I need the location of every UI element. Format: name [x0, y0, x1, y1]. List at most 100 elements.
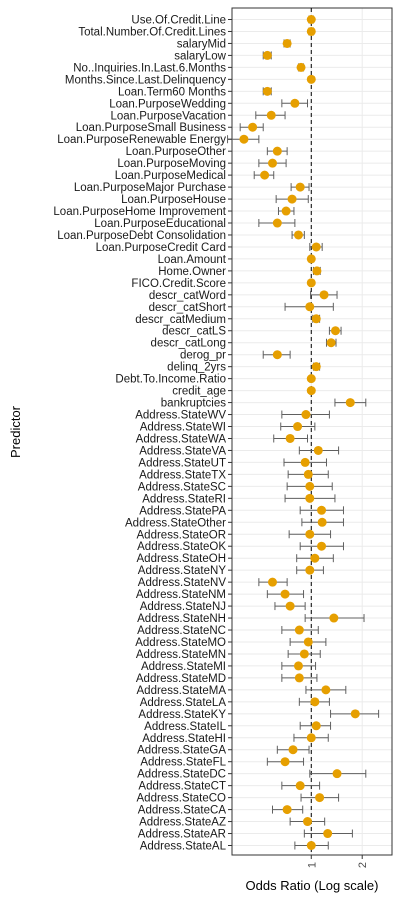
data-point — [296, 62, 306, 72]
data-point — [311, 242, 321, 252]
y-tick-label: Address.StateVA — [139, 445, 226, 457]
data-point — [299, 649, 309, 659]
data-point — [313, 445, 323, 455]
data-point — [332, 769, 342, 779]
y-tick-label: Address.StateNV — [138, 577, 227, 589]
data-point — [294, 673, 304, 683]
y-tick-label: Address.StateMD — [136, 673, 226, 685]
y-tick-label: Loan.PurposeRenewable Energy — [57, 134, 226, 146]
y-tick-label: descr_catLong — [151, 338, 226, 350]
data-point — [305, 493, 315, 503]
data-point — [306, 26, 316, 36]
data-point — [305, 529, 315, 539]
y-tick-label: Address.StateNC — [137, 625, 226, 637]
data-point — [303, 469, 313, 479]
data-point — [330, 326, 340, 336]
y-tick-label: Address.StateAR — [138, 829, 226, 841]
y-tick-label: Loan.PurposeVacation — [110, 110, 226, 122]
data-point — [303, 817, 313, 827]
data-point — [315, 793, 325, 803]
data-point — [285, 433, 295, 443]
data-point — [306, 386, 316, 396]
y-tick-label: Loan.PurposeWedding — [109, 98, 226, 110]
data-point — [272, 218, 282, 228]
y-tick-label: Loan.PurposeHome Improvement — [53, 206, 226, 218]
data-point — [262, 50, 272, 60]
data-point — [310, 553, 320, 563]
data-point — [305, 481, 315, 491]
data-point — [306, 841, 316, 850]
data-point — [280, 757, 290, 767]
data-point — [319, 290, 329, 300]
data-point — [282, 805, 292, 815]
data-point — [262, 86, 272, 96]
data-point — [239, 134, 249, 144]
y-tick-label: Use.Of.Credit.Line — [131, 15, 226, 27]
data-point — [268, 158, 278, 168]
y-tick-label: Address.StateOther — [125, 517, 226, 529]
data-point — [305, 302, 315, 312]
y-tick-label: Months.Since.Last.Delinquency — [65, 74, 226, 86]
data-point — [306, 733, 316, 743]
data-point — [268, 577, 278, 587]
data-point — [301, 410, 311, 420]
data-point — [311, 314, 321, 324]
data-point — [295, 182, 305, 192]
data-point — [300, 457, 310, 467]
y-tick-label: Address.StateCA — [138, 805, 227, 817]
y-tick-label: descr_catMedium — [135, 314, 226, 326]
data-point — [280, 589, 290, 599]
data-point — [285, 601, 295, 611]
data-point — [306, 254, 316, 264]
data-point — [272, 350, 282, 360]
data-point — [306, 74, 316, 84]
data-point — [311, 721, 321, 731]
y-tick-label: Loan.PurposeMoving — [117, 158, 226, 170]
data-point — [248, 122, 258, 132]
y-tick-label: Address.StateNJ — [140, 601, 226, 613]
y-tick-label: salaryLow — [174, 50, 226, 62]
y-tick-label: Address.StateMN — [136, 649, 226, 661]
y-tick-label: FICO.Credit.Score — [131, 278, 226, 290]
y-tick-label: Loan.PurposeMedical — [115, 170, 226, 182]
y-tick-label: Address.StateSC — [138, 481, 226, 493]
y-tick-label: Total.Number.Of.Credit.Lines — [78, 26, 226, 38]
y-tick-label: Address.StateOK — [137, 541, 226, 553]
y-tick-label: Address.StateAZ — [139, 817, 226, 829]
data-point — [310, 697, 320, 707]
y-tick-label: credit_age — [172, 386, 226, 398]
data-point — [323, 829, 333, 839]
y-tick-label: Home.Owner — [158, 266, 226, 278]
data-point — [306, 374, 316, 384]
y-tick-label: Address.StateTX — [139, 469, 226, 481]
data-point — [312, 266, 322, 276]
data-point — [305, 565, 315, 575]
y-tick-label: Address.StateMO — [135, 637, 226, 649]
y-tick-label: Address.StateRI — [142, 493, 226, 505]
x-tick-label: 1 — [306, 862, 318, 868]
y-tick-label: Loan.Term60 Months — [118, 86, 226, 98]
data-point — [281, 206, 291, 216]
y-tick-labels: Use.Of.Credit.LineTotal.Number.Of.Credit… — [53, 15, 232, 853]
data-point — [303, 637, 313, 647]
data-point — [317, 541, 327, 551]
data-point — [293, 661, 303, 671]
y-tick-label: Address.StateLA — [140, 697, 227, 709]
y-tick-label: Address.StatePA — [139, 505, 226, 517]
y-tick-label: delinq_2yrs — [167, 362, 226, 374]
y-tick-label: Address.StateNM — [136, 589, 226, 601]
y-tick-label: Address.StateWI — [140, 422, 226, 434]
y-tick-label: Address.StateMA — [137, 685, 227, 697]
data-point — [317, 517, 327, 527]
y-tick-label: Loan.PurposeHouse — [121, 194, 226, 206]
y-tick-label: Address.StateMI — [141, 661, 226, 673]
y-tick-label: No..Inquiries.In.Last.6.Months — [73, 62, 226, 74]
panel-border — [231, 7, 393, 856]
y-tick-label: derog_pr — [180, 350, 226, 362]
y-tick-label: Address.StateNY — [138, 565, 227, 577]
y-tick-label: Address.StateAL — [140, 841, 227, 853]
y-axis-title: Predictor — [8, 405, 23, 458]
